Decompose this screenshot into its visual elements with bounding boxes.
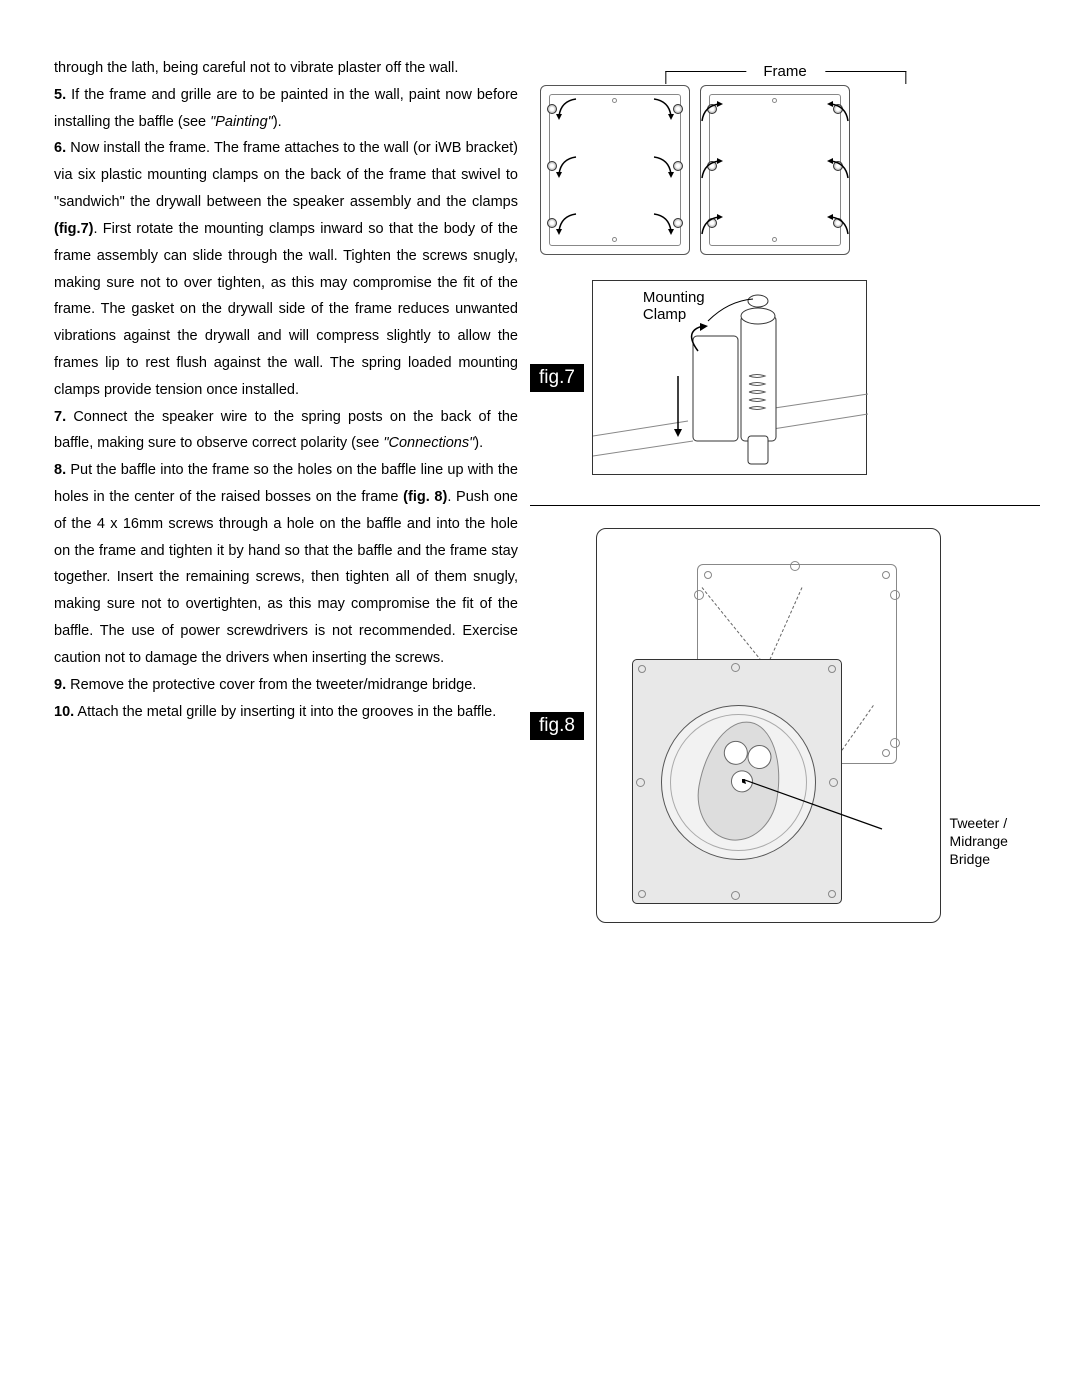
frame-label: Frame [763, 63, 806, 80]
paragraph-10: 10. Attach the metal grille by inserting… [54, 699, 518, 726]
paragraph-9: 9. Remove the protective cover from the … [54, 672, 518, 699]
arrow-icon [556, 96, 581, 121]
text-column: through the lath, being careful not to v… [54, 55, 518, 923]
figure-7: Frame [530, 85, 1040, 475]
frame-diagram-left [540, 85, 690, 255]
paragraph-lath: through the lath, being careful not to v… [54, 55, 518, 82]
fig8-label: fig.8 [530, 712, 584, 740]
paragraph-6: 6. Now install the frame. The frame atta… [54, 135, 518, 403]
baffle-diagram: Tweeter / Midrange Bridge [596, 528, 941, 923]
divider [530, 505, 1040, 506]
frame-diagram-right [700, 85, 850, 255]
figures-column: Frame [530, 55, 1040, 923]
fig7-label: fig.7 [530, 364, 584, 392]
tweeter-bridge-label: Tweeter / Midrange Bridge [950, 814, 1008, 869]
paragraph-7: 7. Connect the speaker wire to the sprin… [54, 404, 518, 458]
paragraph-8: 8. Put the baffle into the frame so the … [54, 457, 518, 672]
mounting-clamp-diagram: Mounting Clamp [592, 280, 867, 475]
figure-8: fig.8 [530, 528, 1040, 923]
paragraph-5: 5. If the frame and grille are to be pai… [54, 82, 518, 136]
